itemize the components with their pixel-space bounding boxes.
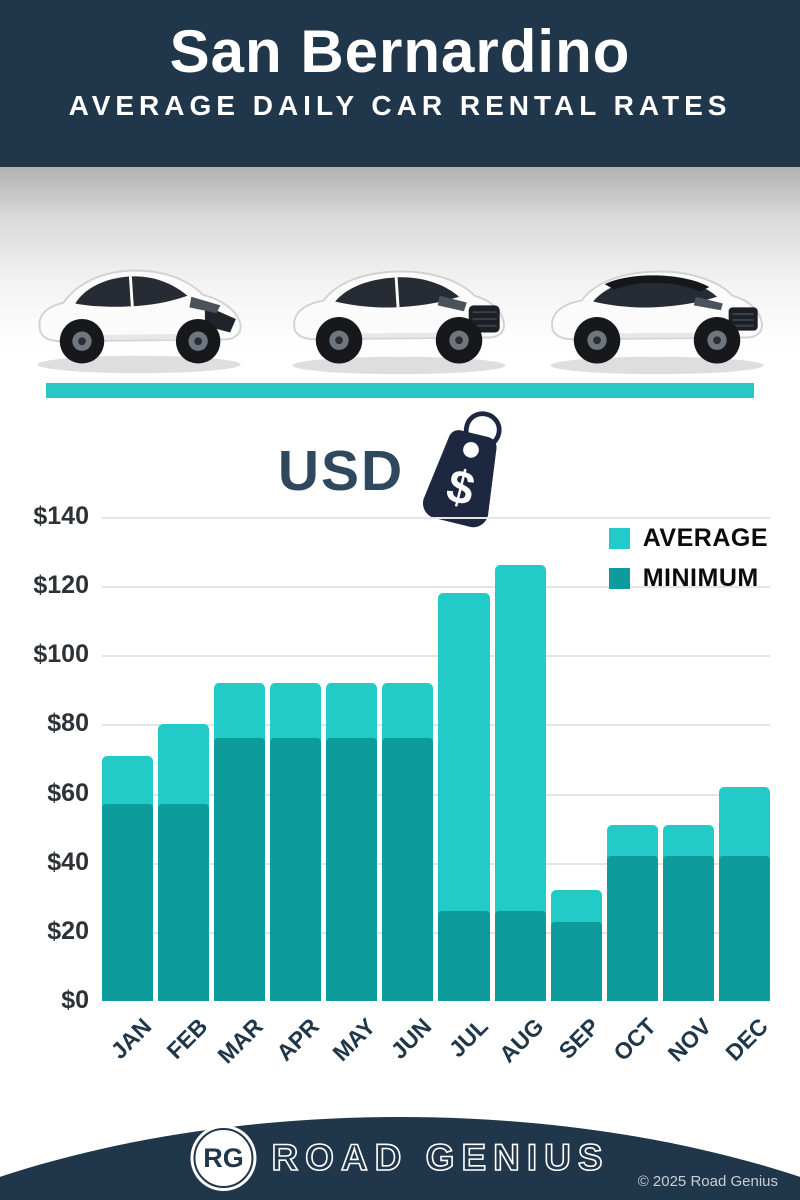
gridline xyxy=(102,862,770,865)
y-axis-label: $80 xyxy=(47,709,89,738)
bar-minimum-feb xyxy=(158,803,210,1001)
header: San Bernardino AVERAGE DAILY CAR RENTAL … xyxy=(0,0,800,167)
bar-minimum-jul xyxy=(438,911,490,1001)
x-axis-label-mar: MAR xyxy=(212,1013,269,1069)
bar-group-feb: FEB xyxy=(158,517,212,1064)
y-axis-label: $120 xyxy=(33,571,89,600)
y-axis-label: $140 xyxy=(33,501,89,530)
y-axis-label: $100 xyxy=(33,640,89,669)
legend-swatch-icon xyxy=(608,528,630,549)
gridline xyxy=(102,655,770,658)
gridline xyxy=(102,793,770,796)
bar-minimum-aug xyxy=(494,911,546,1001)
copyright-text: © 2025 Road Genius xyxy=(637,1173,778,1190)
legend-swatch-icon xyxy=(608,568,630,589)
x-axis-label-oct: OCT xyxy=(607,1013,661,1066)
bar-minimum-jun xyxy=(382,738,434,1001)
bar-group-apr: APR xyxy=(270,517,324,1066)
bar-minimum-may xyxy=(326,738,378,1001)
bar-group-dec: DEC xyxy=(718,517,773,1066)
bar-group-jul: JUL xyxy=(438,517,492,1062)
price-tag-icon: $ xyxy=(423,411,502,528)
bars-row: JAN FEB MAR APR MAY JUN JUL AUG SEP OCT NOV DEC xyxy=(102,517,773,1068)
rental-rates-chart: $140 $120 $100 $80 $60 $40 $20 $0 JAN FEB MAR APR M… xyxy=(33,502,773,1069)
white-hatchback-car-image xyxy=(37,269,242,374)
page-title: San Bernardino xyxy=(169,18,631,85)
y-axis-label: $60 xyxy=(47,778,89,807)
x-axis-label-aug: AUG xyxy=(493,1013,549,1068)
teal-divider xyxy=(46,383,754,398)
x-axis-label-dec: DEC xyxy=(720,1013,773,1066)
page-subtitle: AVERAGE DAILY CAR RENTAL RATES xyxy=(68,90,732,121)
x-axis-label-jul: JUL xyxy=(443,1013,493,1063)
x-axis-label-jun: JUN xyxy=(385,1013,437,1064)
logo-initials: RG xyxy=(203,1142,244,1173)
bar-group-sep: SEP xyxy=(550,517,605,1064)
bar-group-oct: OCT xyxy=(606,517,661,1066)
bar-minimum-apr xyxy=(270,738,322,1001)
legend-item-average: AVERAGE xyxy=(608,524,768,553)
plot-area: $140 $120 $100 $80 $60 $40 $20 $0 xyxy=(33,502,770,1014)
gridline xyxy=(102,931,770,934)
currency-label-row: USD $ xyxy=(0,406,800,528)
chart-legend: AVERAGE MINIMUM xyxy=(608,524,768,593)
x-axis-label-jan: JAN xyxy=(105,1013,156,1064)
bar-minimum-mar xyxy=(214,738,266,1001)
x-axis-label-sep: SEP xyxy=(553,1013,605,1064)
bar-minimum-jan xyxy=(102,803,154,1001)
y-axis-label: $40 xyxy=(47,847,89,876)
white-suv-car-image xyxy=(292,270,506,375)
gridline xyxy=(102,586,770,589)
hero-cars-section xyxy=(0,167,800,400)
x-axis-label-may: MAY xyxy=(327,1013,381,1067)
brand-name: ROAD GENIUS xyxy=(271,1136,610,1179)
brand-row: RG ROAD GENIUS xyxy=(190,1125,609,1191)
bar-group-may: MAY xyxy=(326,517,380,1066)
x-axis-label-feb: FEB xyxy=(161,1013,213,1064)
bar-group-nov: NOV xyxy=(662,517,717,1067)
legend-label: AVERAGE xyxy=(642,524,768,552)
gridline xyxy=(102,517,770,519)
legend-label: MINIMUM xyxy=(642,564,759,592)
bar-group-mar: MAR xyxy=(213,517,268,1068)
bar-minimum-oct xyxy=(606,855,658,1001)
road-genius-logo: RG xyxy=(190,1125,257,1191)
bar-group-jun: JUN xyxy=(382,517,436,1064)
y-axis-label: $0 xyxy=(61,985,89,1014)
bar-minimum-sep xyxy=(550,921,602,1001)
currency-label: USD xyxy=(277,439,405,503)
x-axis-label-nov: NOV xyxy=(663,1013,717,1067)
gridline xyxy=(102,724,770,727)
legend-item-minimum: MINIMUM xyxy=(608,564,768,593)
x-axis-label-apr: APR xyxy=(271,1013,325,1066)
bar-group-aug: AUG xyxy=(494,517,548,1068)
bar-minimum-dec xyxy=(718,855,770,1001)
bar-group-jan: JAN xyxy=(102,517,156,1064)
y-axis-label: $20 xyxy=(47,916,89,945)
bar-minimum-nov xyxy=(662,855,714,1001)
white-suv-dark-roof-car-image xyxy=(550,270,764,375)
